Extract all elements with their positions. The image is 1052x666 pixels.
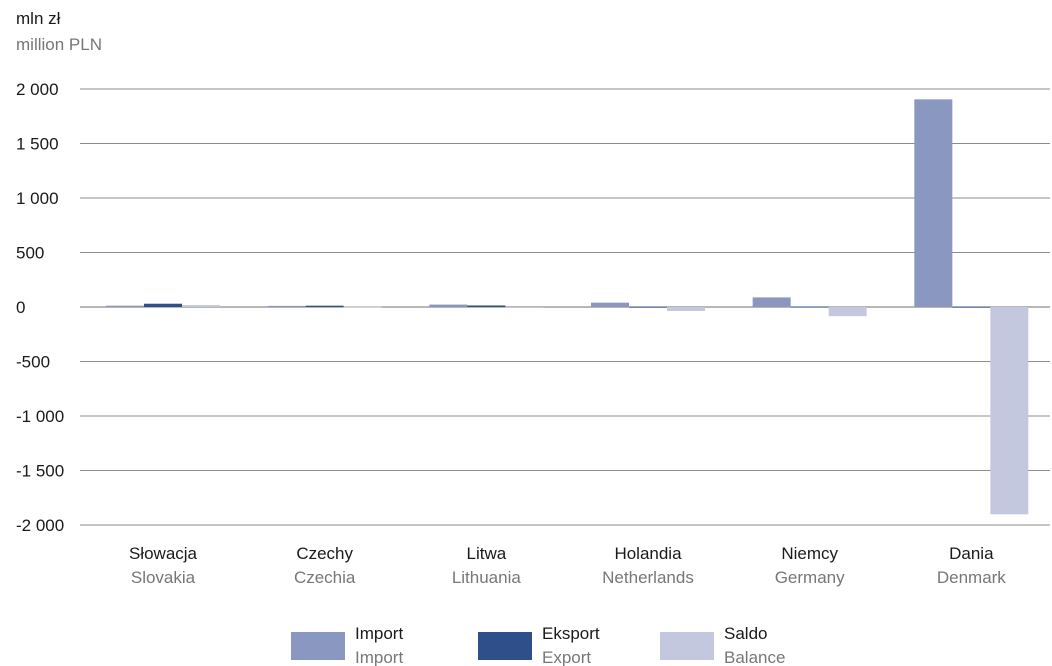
y-tick-label: 1 500 [16,135,59,154]
bar-import-denmark [914,99,953,307]
y-tick-label: 0 [16,298,25,317]
y-tick-label: -2 000 [16,516,64,535]
y-tick-label: 2 000 [16,80,59,99]
bar-eksport-netherlands [629,306,667,308]
bars [106,99,1029,515]
bar-eksport-denmark [952,306,991,308]
y-tick-labels: 2 000 1 500 1 000 500 0 -500 -1 000 -1 500 -2 00… [16,80,64,535]
unit-label-pl: mln zł [16,9,61,28]
category-label-en: Denmark [937,568,1006,587]
bar-import-germany [752,297,791,307]
bar-import-lithuania [429,304,468,307]
y-tick-label: -500 [16,353,50,372]
legend-label-pl: Saldo [724,624,767,643]
unit-label-en: million PLN [16,35,102,54]
category-label-pl: Czechy [296,544,353,563]
bar-import-slovakia [106,305,144,307]
y-tick-label: 500 [16,244,44,263]
legend-label-en: Balance [724,648,785,666]
bar-eksport-lithuania [467,305,506,307]
bar-eksport-germany [790,306,829,308]
bar-saldo-slovakia [182,305,220,307]
legend-label-pl: Eksport [542,624,600,643]
legend-label-en: Export [542,648,591,666]
bar-eksport-czechia [305,305,344,307]
category-label-en: Lithuania [452,568,522,587]
category-label-pl: Niemcy [781,544,838,563]
category-label-en: Czechia [294,568,356,587]
bar-import-netherlands [591,302,629,307]
gridlines [80,88,1050,526]
bar-saldo-netherlands [667,307,705,312]
bar-saldo-lithuania [505,307,544,308]
legend-swatch-import [291,632,345,660]
legend-swatch-saldo [660,632,714,660]
category-label-pl: Holandia [614,544,682,563]
bar-saldo-denmark [990,307,1029,515]
category-label-en: Slovakia [131,568,196,587]
y-tick-label: -1 000 [16,407,64,426]
bar-saldo-germany [828,307,867,317]
bar-import-czechia [267,305,306,307]
bar-eksport-slovakia [144,303,182,307]
legend-label-en: Import [355,648,403,666]
legend: Import Import Eksport Export Saldo Balance [291,624,785,666]
y-tick-label: 1 000 [16,189,59,208]
category-label-en: Netherlands [602,568,694,587]
bar-saldo-czechia [343,306,382,308]
category-label-pl: Dania [949,544,994,563]
y-tick-label: -1 500 [16,462,64,481]
legend-swatch-eksport [478,632,532,660]
category-label-en: Germany [775,568,845,587]
category-label-pl: Litwa [466,544,506,563]
category-labels: Słowacja Slovakia Czechy Czechia Litwa Lithua… [129,544,1006,587]
legend-label-pl: Import [355,624,403,643]
category-label-pl: Słowacja [129,544,198,563]
